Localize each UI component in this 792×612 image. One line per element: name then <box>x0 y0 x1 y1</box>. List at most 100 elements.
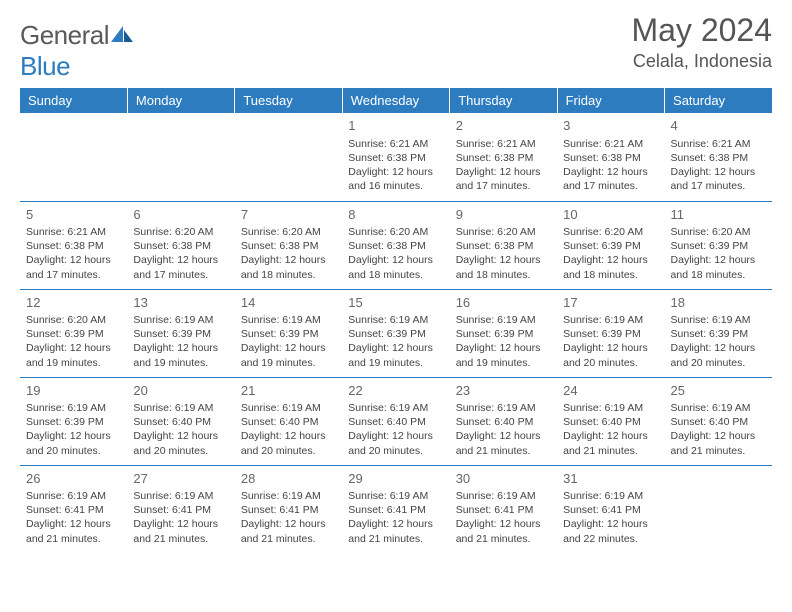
day-number: 19 <box>26 382 121 400</box>
sunrise-text: Sunrise: 6:19 AM <box>671 401 766 415</box>
daylight-text: Daylight: 12 hours and 21 minutes. <box>456 517 551 545</box>
location: Celala, Indonesia <box>631 51 772 72</box>
daylight-text: Daylight: 12 hours and 20 minutes. <box>671 341 766 369</box>
calendar-cell: 3Sunrise: 6:21 AMSunset: 6:38 PMDaylight… <box>557 113 664 201</box>
calendar-cell: 18Sunrise: 6:19 AMSunset: 6:39 PMDayligh… <box>665 289 772 377</box>
day-number: 9 <box>456 206 551 224</box>
daylight-text: Daylight: 12 hours and 18 minutes. <box>563 253 658 281</box>
daylight-text: Daylight: 12 hours and 19 minutes. <box>26 341 121 369</box>
day-header: Sunday <box>20 88 127 113</box>
sunset-text: Sunset: 6:38 PM <box>133 239 228 253</box>
calendar-cell: 15Sunrise: 6:19 AMSunset: 6:39 PMDayligh… <box>342 289 449 377</box>
calendar-cell: 1Sunrise: 6:21 AMSunset: 6:38 PMDaylight… <box>342 113 449 201</box>
sunset-text: Sunset: 6:39 PM <box>563 239 658 253</box>
calendar-cell: 29Sunrise: 6:19 AMSunset: 6:41 PMDayligh… <box>342 465 449 553</box>
calendar-cell: 2Sunrise: 6:21 AMSunset: 6:38 PMDaylight… <box>450 113 557 201</box>
sunset-text: Sunset: 6:39 PM <box>348 327 443 341</box>
day-number: 23 <box>456 382 551 400</box>
calendar-cell: 9Sunrise: 6:20 AMSunset: 6:38 PMDaylight… <box>450 201 557 289</box>
daylight-text: Daylight: 12 hours and 18 minutes. <box>671 253 766 281</box>
calendar-row: 1Sunrise: 6:21 AMSunset: 6:38 PMDaylight… <box>20 113 772 201</box>
sunset-text: Sunset: 6:38 PM <box>456 239 551 253</box>
calendar-table: SundayMondayTuesdayWednesdayThursdayFrid… <box>20 88 772 553</box>
daylight-text: Daylight: 12 hours and 17 minutes. <box>456 165 551 193</box>
sunset-text: Sunset: 6:41 PM <box>456 503 551 517</box>
day-number: 7 <box>241 206 336 224</box>
sunset-text: Sunset: 6:41 PM <box>348 503 443 517</box>
daylight-text: Daylight: 12 hours and 17 minutes. <box>671 165 766 193</box>
day-header: Wednesday <box>342 88 449 113</box>
sunrise-text: Sunrise: 6:19 AM <box>26 401 121 415</box>
sunset-text: Sunset: 6:39 PM <box>671 327 766 341</box>
sunset-text: Sunset: 6:38 PM <box>456 151 551 165</box>
day-number: 10 <box>563 206 658 224</box>
sunrise-text: Sunrise: 6:19 AM <box>133 313 228 327</box>
day-number: 28 <box>241 470 336 488</box>
daylight-text: Daylight: 12 hours and 18 minutes. <box>348 253 443 281</box>
calendar-cell: 16Sunrise: 6:19 AMSunset: 6:39 PMDayligh… <box>450 289 557 377</box>
sunrise-text: Sunrise: 6:19 AM <box>563 313 658 327</box>
calendar-cell <box>235 113 342 201</box>
day-header: Tuesday <box>235 88 342 113</box>
calendar-cell: 23Sunrise: 6:19 AMSunset: 6:40 PMDayligh… <box>450 377 557 465</box>
calendar-cell: 20Sunrise: 6:19 AMSunset: 6:40 PMDayligh… <box>127 377 234 465</box>
sunrise-text: Sunrise: 6:21 AM <box>456 137 551 151</box>
sunrise-text: Sunrise: 6:19 AM <box>348 401 443 415</box>
sunrise-text: Sunrise: 6:19 AM <box>456 313 551 327</box>
sunrise-text: Sunrise: 6:19 AM <box>241 489 336 503</box>
day-number: 16 <box>456 294 551 312</box>
day-number: 22 <box>348 382 443 400</box>
sunrise-text: Sunrise: 6:20 AM <box>563 225 658 239</box>
calendar-cell: 27Sunrise: 6:19 AMSunset: 6:41 PMDayligh… <box>127 465 234 553</box>
calendar-cell: 25Sunrise: 6:19 AMSunset: 6:40 PMDayligh… <box>665 377 772 465</box>
calendar-cell: 17Sunrise: 6:19 AMSunset: 6:39 PMDayligh… <box>557 289 664 377</box>
daylight-text: Daylight: 12 hours and 21 minutes. <box>348 517 443 545</box>
calendar-head: SundayMondayTuesdayWednesdayThursdayFrid… <box>20 88 772 113</box>
calendar-cell: 22Sunrise: 6:19 AMSunset: 6:40 PMDayligh… <box>342 377 449 465</box>
sunset-text: Sunset: 6:40 PM <box>348 415 443 429</box>
sunrise-text: Sunrise: 6:21 AM <box>563 137 658 151</box>
daylight-text: Daylight: 12 hours and 21 minutes. <box>456 429 551 457</box>
calendar-row: 26Sunrise: 6:19 AMSunset: 6:41 PMDayligh… <box>20 465 772 553</box>
day-number: 20 <box>133 382 228 400</box>
daylight-text: Daylight: 12 hours and 19 minutes. <box>348 341 443 369</box>
brand-part1: General <box>20 20 109 50</box>
title-block: May 2024 Celala, Indonesia <box>631 12 772 72</box>
sunset-text: Sunset: 6:40 PM <box>241 415 336 429</box>
day-number: 14 <box>241 294 336 312</box>
sunrise-text: Sunrise: 6:20 AM <box>26 313 121 327</box>
calendar-cell: 24Sunrise: 6:19 AMSunset: 6:40 PMDayligh… <box>557 377 664 465</box>
sunset-text: Sunset: 6:40 PM <box>456 415 551 429</box>
day-number: 4 <box>671 117 766 135</box>
daylight-text: Daylight: 12 hours and 18 minutes. <box>241 253 336 281</box>
calendar-cell: 28Sunrise: 6:19 AMSunset: 6:41 PMDayligh… <box>235 465 342 553</box>
daylight-text: Daylight: 12 hours and 16 minutes. <box>348 165 443 193</box>
day-number: 27 <box>133 470 228 488</box>
daylight-text: Daylight: 12 hours and 20 minutes. <box>26 429 121 457</box>
daylight-text: Daylight: 12 hours and 21 minutes. <box>133 517 228 545</box>
sunrise-text: Sunrise: 6:21 AM <box>26 225 121 239</box>
sunset-text: Sunset: 6:41 PM <box>563 503 658 517</box>
sunset-text: Sunset: 6:40 PM <box>671 415 766 429</box>
day-number: 21 <box>241 382 336 400</box>
daylight-text: Daylight: 12 hours and 21 minutes. <box>26 517 121 545</box>
calendar-cell <box>127 113 234 201</box>
calendar-cell <box>665 465 772 553</box>
daylight-text: Daylight: 12 hours and 21 minutes. <box>563 429 658 457</box>
day-number: 11 <box>671 206 766 224</box>
day-number: 31 <box>563 470 658 488</box>
day-number: 13 <box>133 294 228 312</box>
daylight-text: Daylight: 12 hours and 18 minutes. <box>456 253 551 281</box>
sunset-text: Sunset: 6:40 PM <box>133 415 228 429</box>
sunset-text: Sunset: 6:39 PM <box>26 327 121 341</box>
sunrise-text: Sunrise: 6:20 AM <box>348 225 443 239</box>
calendar-cell: 31Sunrise: 6:19 AMSunset: 6:41 PMDayligh… <box>557 465 664 553</box>
calendar-row: 19Sunrise: 6:19 AMSunset: 6:39 PMDayligh… <box>20 377 772 465</box>
sunrise-text: Sunrise: 6:19 AM <box>456 401 551 415</box>
sail-icon <box>109 20 135 40</box>
sunrise-text: Sunrise: 6:21 AM <box>348 137 443 151</box>
brand-logo: GeneralBlue <box>20 12 135 82</box>
calendar-row: 12Sunrise: 6:20 AMSunset: 6:39 PMDayligh… <box>20 289 772 377</box>
day-number: 6 <box>133 206 228 224</box>
sunset-text: Sunset: 6:39 PM <box>563 327 658 341</box>
